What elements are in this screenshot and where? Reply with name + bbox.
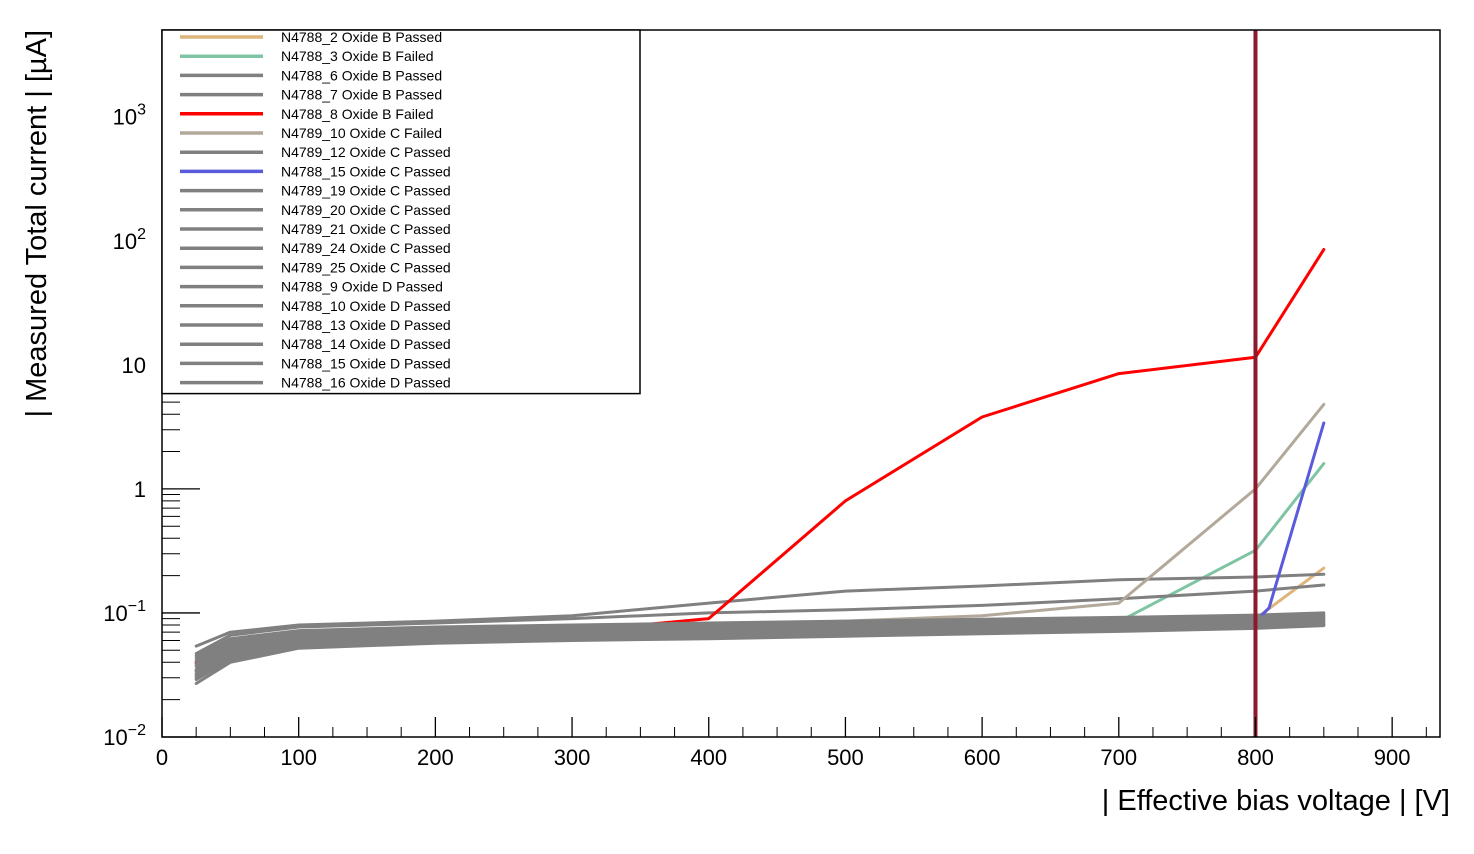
x-tick-label-1: 100 — [280, 745, 317, 770]
legend-label-3: N4788_7 Oxide B Passed — [281, 87, 442, 103]
x-tick-label-4: 400 — [690, 745, 727, 770]
legend-label-4: N4788_8 Oxide B Failed — [281, 106, 434, 122]
legend-label-7: N4788_15 Oxide C Passed — [281, 163, 451, 179]
y-tick-label-1: 10−1 — [103, 598, 146, 626]
legend-label-10: N4789_21 Oxide C Passed — [281, 221, 451, 237]
y-tick-label-0: 10−2 — [103, 722, 146, 750]
y-tick-base: 10 — [113, 105, 137, 130]
y-tick-label-2: 1 — [134, 477, 146, 502]
y-tick-base: 10 — [103, 601, 127, 626]
series-line-2 — [194, 572, 1326, 648]
series-line-6 — [194, 611, 1326, 658]
legend-label-0: N4788_2 Oxide B Passed — [281, 29, 442, 45]
legend-label-14: N4788_10 Oxide D Passed — [281, 298, 451, 314]
x-tick-label-2: 200 — [417, 745, 454, 770]
x-tick-label-5: 500 — [827, 745, 864, 770]
x-tick-label-3: 300 — [554, 745, 591, 770]
y-tick-base: 1 — [134, 477, 146, 502]
y-tick-base: 10 — [103, 725, 127, 750]
y-tick-base: 10 — [122, 353, 146, 378]
x-tick-label-9: 900 — [1374, 745, 1411, 770]
legend-box — [161, 29, 641, 395]
legend-label-9: N4789_20 Oxide C Passed — [281, 202, 451, 218]
legend-label-6: N4789_12 Oxide C Passed — [281, 144, 451, 160]
legend: N4788_2 Oxide B Passed N4788_3 Oxide B Fa… — [161, 29, 641, 395]
y-tick-label-4: 102 — [113, 226, 146, 254]
legend-label-18: N4788_16 Oxide D Passed — [281, 375, 451, 391]
legend-label-15: N4788_13 Oxide D Passed — [281, 317, 451, 333]
x-tick-label-0: 0 — [156, 745, 168, 770]
legend-label-1: N4788_3 Oxide B Failed — [281, 48, 434, 64]
legend-label-11: N4789_24 Oxide C Passed — [281, 240, 451, 256]
y-tick-base: 10 — [113, 229, 137, 254]
legend-label-12: N4789_25 Oxide C Passed — [281, 259, 451, 275]
series-line-18 — [194, 624, 1326, 685]
y-tick-exponent: 2 — [137, 226, 146, 243]
legend-label-2: N4788_6 Oxide B Passed — [281, 67, 442, 83]
y-tick-exponent: 3 — [137, 102, 146, 119]
legend-label-13: N4788_9 Oxide D Passed — [281, 279, 443, 295]
series-layer — [194, 248, 1326, 685]
y-tick-label-3: 10 — [122, 353, 146, 378]
legend-label-8: N4789_19 Oxide C Passed — [281, 183, 451, 199]
legend-label-17: N4788_15 Oxide D Passed — [281, 355, 451, 371]
x-tick-label-6: 600 — [964, 745, 1001, 770]
y-axis-title: | Measured Total current | [µA] — [21, 30, 53, 417]
y-tick-exponent: −1 — [128, 598, 146, 615]
y-tick-exponent: −2 — [128, 722, 146, 739]
y-tick-label-5: 103 — [113, 102, 146, 130]
x-axis-title: | Effective bias voltage | [V] — [1102, 785, 1450, 817]
x-tick-label-8: 800 — [1237, 745, 1274, 770]
legend-label-5: N4789_10 Oxide C Failed — [281, 125, 442, 141]
x-tick-label-7: 700 — [1100, 745, 1137, 770]
series-line-3 — [194, 583, 1326, 656]
legend-label-16: N4788_14 Oxide D Passed — [281, 336, 451, 352]
